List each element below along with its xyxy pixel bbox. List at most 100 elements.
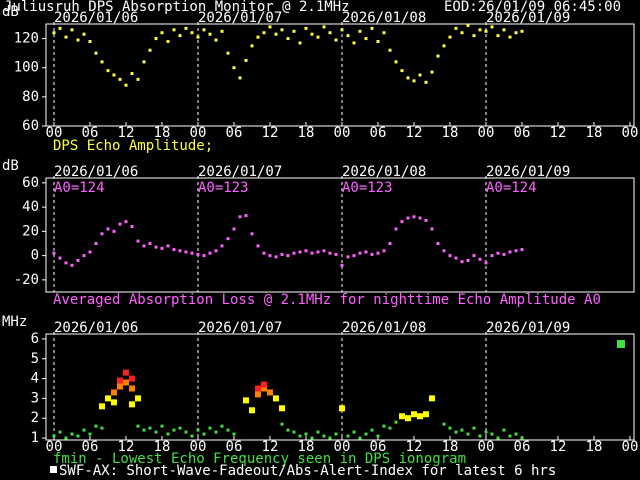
point <box>122 369 129 376</box>
point <box>508 35 512 39</box>
point <box>134 395 141 402</box>
point <box>184 250 188 254</box>
point <box>316 250 320 254</box>
point <box>262 251 266 255</box>
point <box>160 31 164 35</box>
y-tick-label: 1 <box>31 430 39 446</box>
x-tick-label: 18 <box>586 439 603 455</box>
point <box>484 261 488 265</box>
day-label: 2026/01/09 <box>486 164 570 180</box>
point <box>238 215 242 219</box>
point <box>190 31 194 35</box>
point <box>256 35 260 39</box>
point <box>448 426 452 430</box>
y-tick-label: 5 <box>31 351 39 367</box>
y-tick-label: 0 <box>31 248 39 264</box>
y-tick-label: 3 <box>31 390 39 406</box>
x-tick-label: 18 <box>154 439 171 455</box>
day-label: 2026/01/07 <box>198 164 282 180</box>
point <box>274 255 278 259</box>
point <box>208 251 212 255</box>
point <box>496 251 500 255</box>
point <box>328 251 332 255</box>
point <box>142 428 146 432</box>
point <box>358 251 362 255</box>
point <box>172 28 176 32</box>
point <box>292 430 296 434</box>
y-tick-label: -20 <box>14 272 39 288</box>
point <box>334 432 338 436</box>
caption: Averaged Absorption Loss @ 2.1MHz for ni… <box>53 292 601 308</box>
point <box>244 214 248 218</box>
y-axis-label: MHz <box>2 314 27 330</box>
plot-frame <box>45 333 635 441</box>
point <box>454 26 458 30</box>
x-tick-label: 12 <box>118 125 135 141</box>
point <box>110 389 117 396</box>
day-label: 2026/01/09 <box>486 10 570 26</box>
a0-label: A0=124 <box>486 180 537 196</box>
y-tick-label: 40 <box>22 199 39 215</box>
point <box>322 434 326 438</box>
point <box>394 227 398 231</box>
y-tick-label: 120 <box>14 31 39 47</box>
point <box>242 397 249 404</box>
legend-square <box>50 466 57 473</box>
point <box>106 69 110 73</box>
point <box>118 77 122 81</box>
day-label: 2026/01/08 <box>342 10 426 26</box>
day-label: 2026/01/07 <box>198 10 282 26</box>
point <box>316 35 320 39</box>
point <box>334 38 338 42</box>
point <box>154 37 158 41</box>
point <box>104 395 111 402</box>
point <box>280 252 284 256</box>
point <box>148 241 152 245</box>
point <box>196 35 200 39</box>
point <box>478 257 482 261</box>
point <box>154 245 158 249</box>
point <box>136 239 140 243</box>
x-tick-label: 00 <box>46 125 63 141</box>
point <box>196 252 200 256</box>
point <box>520 248 524 252</box>
point <box>190 434 194 438</box>
y-axis-label: dB <box>2 158 19 174</box>
x-tick-label: 12 <box>550 125 567 141</box>
point <box>70 28 74 32</box>
x-tick-label: 18 <box>298 125 315 141</box>
point <box>502 252 506 256</box>
point <box>128 375 135 382</box>
point <box>130 225 134 229</box>
point <box>346 255 350 259</box>
point <box>316 430 320 434</box>
point <box>286 254 290 258</box>
point <box>142 60 146 64</box>
point <box>442 249 446 253</box>
point <box>94 51 98 55</box>
point <box>286 37 290 41</box>
point <box>52 31 56 35</box>
point <box>424 80 428 84</box>
point <box>58 430 62 434</box>
point <box>178 34 182 38</box>
point <box>278 405 285 412</box>
point <box>394 420 398 424</box>
point <box>226 51 230 55</box>
y-tick-label: 2 <box>31 410 39 426</box>
point <box>76 434 80 438</box>
point <box>472 34 476 38</box>
a0-label: A0=123 <box>198 180 249 196</box>
x-tick-label: 18 <box>586 125 603 141</box>
point <box>370 26 374 30</box>
point <box>272 395 279 402</box>
point <box>136 424 140 428</box>
point <box>58 26 62 30</box>
point <box>412 79 416 83</box>
point <box>460 31 464 35</box>
point <box>94 241 98 245</box>
x-tick-label: 18 <box>442 439 459 455</box>
point <box>208 32 212 36</box>
point <box>64 261 68 265</box>
point <box>250 232 254 236</box>
